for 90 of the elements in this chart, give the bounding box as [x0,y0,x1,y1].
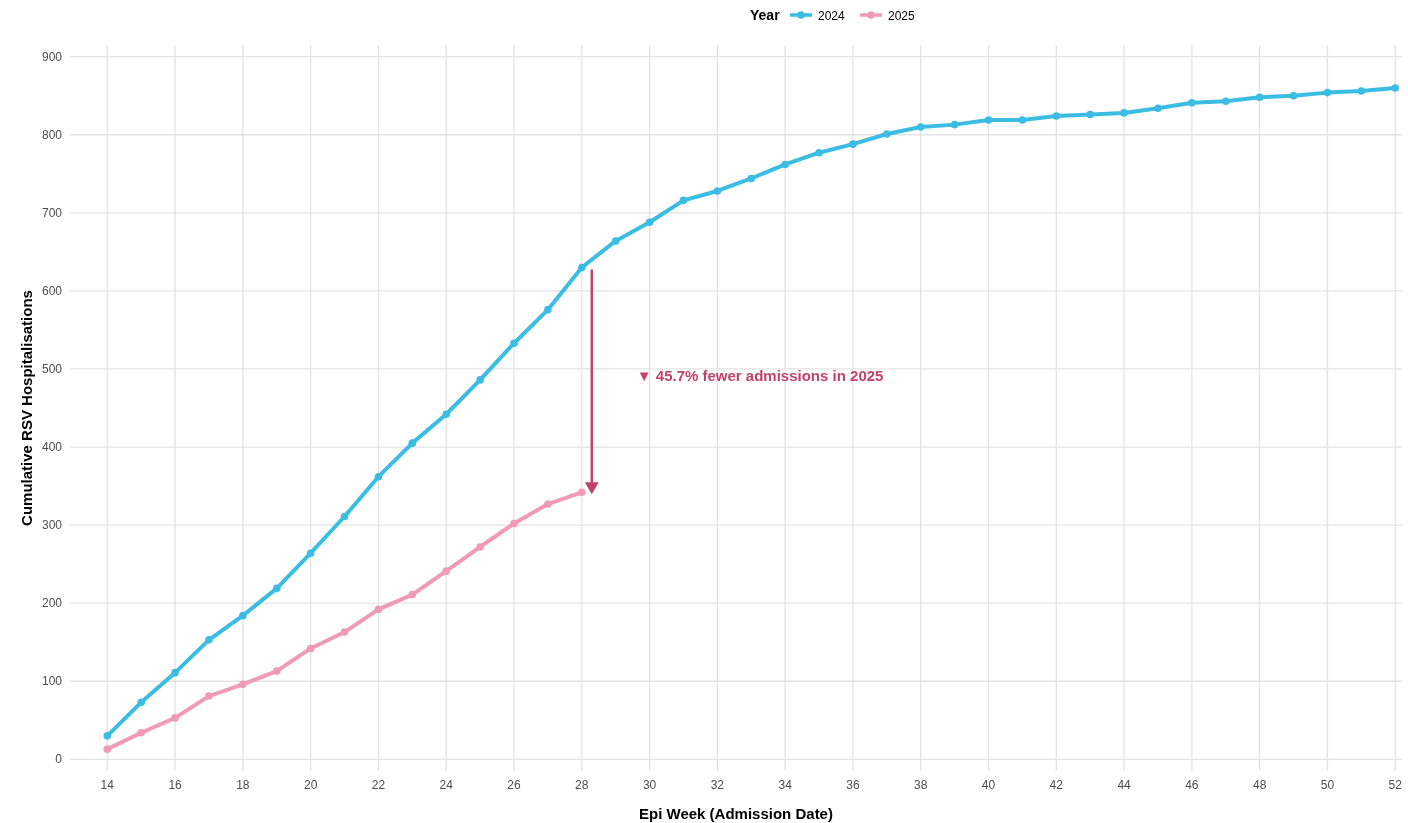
point [611,237,620,245]
x-tick-label: 34 [778,778,793,792]
point [1221,97,1230,106]
point [950,120,959,129]
point [171,668,179,677]
x-tick-label: 28 [575,778,589,792]
point [510,519,518,528]
x-tick-label: 48 [1252,778,1267,792]
y-tick-label: 0 [55,752,63,767]
point [306,644,315,653]
x-tick-label: 32 [710,778,725,792]
point [408,439,417,447]
point [239,611,247,620]
point [442,410,451,419]
point [306,549,315,557]
x-axis-title: Epi Week (Admission Date) [639,805,833,822]
point [679,196,688,205]
y-tick-label: 600 [41,284,63,299]
point [645,218,654,227]
x-tick-label: 14 [100,778,115,792]
point [137,698,145,707]
x-tick-label: 30 [642,778,657,792]
point [1255,93,1264,102]
x-tick-label: 52 [1388,778,1403,792]
x-tick-label: 20 [303,778,318,792]
point [1188,98,1196,107]
point [1154,104,1162,113]
point [137,728,145,737]
point [476,543,484,551]
y-tick-label: 300 [41,518,63,533]
point [103,745,112,753]
point [544,500,552,508]
y-tick-label: 800 [41,127,63,142]
point [1391,84,1400,92]
legend-label: 2024 [818,8,846,23]
legend-title: Year [750,7,781,23]
point [1289,91,1298,100]
point [1086,110,1094,119]
annotation: ▼ 45.7% fewer admissions in 2025 [636,367,884,385]
point [916,123,925,131]
x-tick-label: 24 [439,778,454,792]
y-tick-label: 200 [41,596,63,611]
point [340,628,349,636]
point [442,567,451,575]
x-tick-label: 46 [1185,778,1199,792]
point [883,130,891,138]
point [374,472,383,481]
point [747,174,756,183]
point [577,488,586,497]
y-tick-label: 500 [41,362,63,377]
point [1357,87,1366,95]
point [849,140,857,148]
point [239,680,247,689]
y-axis-title: Cumulative RSV Hospitalisations [18,290,35,526]
x-tick-label: 44 [1117,778,1132,792]
y-tick-label: 400 [41,440,63,455]
point [374,605,383,614]
point [1323,88,1332,97]
point [713,187,722,195]
point [205,692,213,700]
x-tick-label: 38 [914,778,928,792]
x-tick-label: 18 [236,778,250,792]
point [408,590,417,599]
x-tick-label: 42 [1049,778,1064,792]
point [577,263,586,272]
point [272,667,281,675]
point [1018,116,1027,124]
point [544,305,552,314]
point [272,584,281,593]
point [340,512,349,521]
legend-label: 2025 [888,8,916,23]
y-tick-label: 700 [41,206,63,221]
y-tick-label: 900 [41,49,63,64]
point [1052,112,1061,120]
x-tick-label: 16 [168,778,183,792]
x-tick-label: 26 [507,778,521,792]
y-tick-label: 100 [41,674,63,689]
point [476,376,484,384]
point [984,116,993,124]
point [781,160,789,169]
point [510,339,518,348]
point [103,732,112,740]
x-tick-label: 36 [846,778,860,792]
x-tick-label: 50 [1320,778,1335,792]
point [1120,109,1128,117]
x-tick-label: 40 [981,778,996,792]
point [815,148,823,157]
x-tick-label: 22 [371,778,386,792]
point [205,636,213,644]
point [171,714,179,722]
